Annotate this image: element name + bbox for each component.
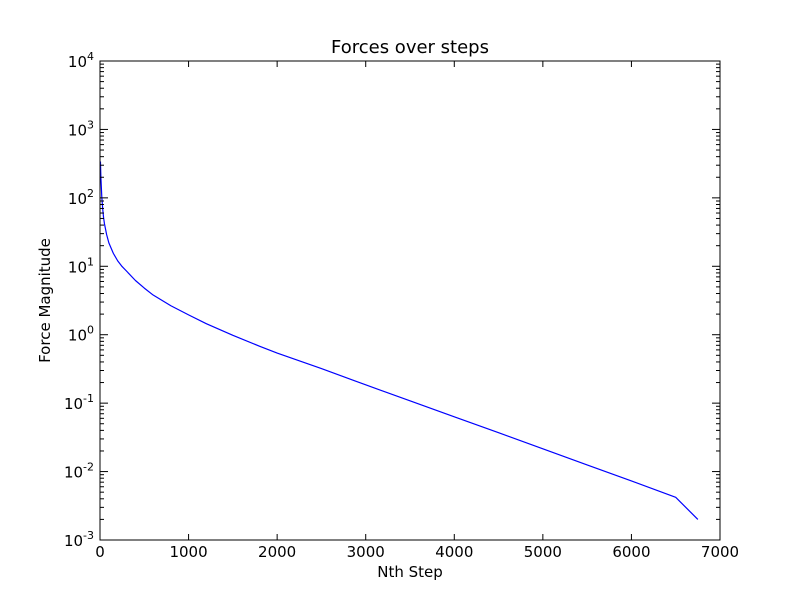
x-tick-label: 1000 bbox=[169, 543, 207, 561]
y-tick-label: 10-3 bbox=[64, 529, 94, 550]
chart-title: Forces over steps bbox=[331, 37, 489, 58]
series-line-0 bbox=[99, 161, 699, 520]
x-tick-label: 6000 bbox=[612, 543, 650, 561]
x-tick-label: 2000 bbox=[258, 543, 296, 561]
y-tick-label: 101 bbox=[68, 255, 94, 276]
axis-ticks: 0 1000 2000 3000 4000 5000 6000 7000 10-3 10-2 10-… bbox=[64, 50, 739, 561]
y-tick-label: 10-1 bbox=[64, 392, 94, 413]
x-tick-label: 0 bbox=[95, 543, 105, 561]
y-tick-label: 102 bbox=[68, 187, 94, 208]
x-tick-label: 4000 bbox=[435, 543, 473, 561]
plot-frame bbox=[99, 60, 721, 541]
y-tick-label: 10-2 bbox=[64, 461, 94, 482]
x-axis-label: Nth Step bbox=[377, 563, 443, 581]
plot-area bbox=[99, 161, 699, 520]
x-tick-label: 3000 bbox=[347, 543, 385, 561]
y-axis-label: Force Magnitude bbox=[36, 238, 54, 363]
x-tick-label: 7000 bbox=[701, 543, 739, 561]
y-tick-label: 104 bbox=[68, 50, 94, 71]
y-tick-label: 100 bbox=[68, 324, 94, 345]
x-tick-label: 5000 bbox=[524, 543, 562, 561]
y-tick-label: 103 bbox=[68, 118, 94, 139]
